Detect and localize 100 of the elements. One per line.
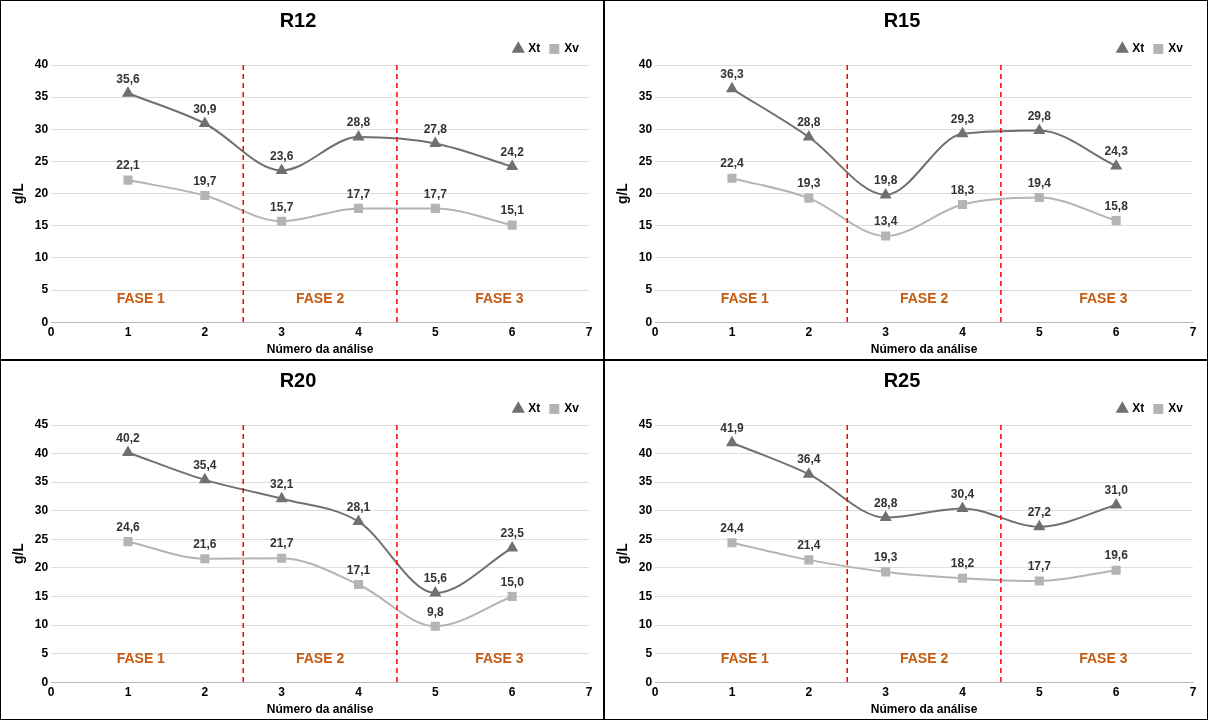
- x-tick-label: 7: [585, 684, 593, 699]
- data-label: 19,7: [193, 173, 217, 188]
- x-tick-label: 4: [355, 324, 363, 339]
- point: [1034, 192, 1044, 202]
- point: [804, 555, 814, 565]
- y-axis-title: g/L: [614, 182, 631, 205]
- data-label: 15,8: [1104, 198, 1129, 213]
- data-label: 18,2: [950, 556, 975, 571]
- data-label: 29,3: [950, 112, 975, 127]
- legend-label: Xv: [1168, 401, 1184, 416]
- data-label: 35,4: [193, 458, 217, 473]
- x-tick-label: 4: [959, 684, 967, 699]
- data-label: 24,3: [1104, 144, 1129, 159]
- data-label: 28,8: [346, 115, 371, 130]
- y-tick-label: 20: [34, 185, 49, 200]
- y-tick-label: 25: [34, 153, 49, 168]
- data-label: 32,1: [269, 477, 294, 492]
- data-label: 35,6: [116, 71, 140, 86]
- x-tick-label: 2: [201, 684, 209, 699]
- data-label: 30,4: [950, 486, 975, 501]
- y-axis-title: g/L: [614, 542, 631, 565]
- x-tick-label: 1: [124, 324, 132, 339]
- point: [507, 220, 517, 230]
- x-tick-label: 3: [278, 684, 286, 699]
- point: [199, 117, 211, 128]
- y-tick-label: 0: [41, 674, 49, 689]
- point: [1034, 124, 1045, 135]
- data-label: 21,4: [797, 538, 821, 553]
- annotation: FASE 3: [475, 649, 524, 666]
- legend-label: Xv: [1168, 41, 1184, 56]
- annotation: FASE 3: [1079, 649, 1128, 666]
- point: [353, 203, 364, 213]
- y-tick-label: 25: [34, 531, 49, 546]
- x-tick-label: 5: [431, 324, 439, 339]
- y-tick-label: 10: [638, 250, 653, 265]
- point: [276, 164, 287, 174]
- data-label: 24,4: [720, 521, 744, 536]
- data-label: 22,1: [116, 158, 140, 173]
- data-label: 18,3: [950, 182, 975, 197]
- y-tick-label: 0: [41, 314, 49, 329]
- data-label: 15,0: [500, 574, 525, 589]
- x-tick-label: 5: [1035, 324, 1043, 339]
- legend-label: Xt: [1132, 41, 1145, 56]
- x-tick-label: 3: [882, 324, 890, 339]
- point: [430, 137, 441, 147]
- legend-label: Xt: [528, 41, 541, 56]
- data-label: 15,1: [500, 203, 525, 218]
- data-label: 28,1: [346, 499, 371, 514]
- point: [200, 190, 210, 201]
- point: [353, 515, 364, 526]
- y-tick-label: 45: [638, 417, 653, 432]
- point: [199, 473, 211, 484]
- data-label: 19,6: [1104, 548, 1129, 563]
- point: [430, 203, 440, 213]
- data-label: 15,6: [423, 571, 448, 586]
- annotation: FASE 3: [1079, 289, 1128, 306]
- point: [1110, 499, 1122, 509]
- point: [1110, 159, 1122, 170]
- data-label: 17,7: [423, 186, 448, 201]
- data-label: 9,8: [426, 604, 444, 619]
- x-tick-label: 3: [882, 684, 890, 699]
- data-label: 41,9: [720, 421, 744, 436]
- y-tick-label: 40: [638, 445, 653, 460]
- y-tick-label: 30: [34, 503, 49, 518]
- data-label: 36,4: [797, 452, 821, 467]
- annotation: FASE 1: [116, 649, 166, 666]
- y-tick-label: 35: [34, 474, 49, 489]
- x-tick-label: 2: [805, 684, 813, 699]
- legend-label: Xt: [1132, 401, 1145, 416]
- data-label: 29,8: [1027, 108, 1052, 123]
- point: [123, 537, 133, 547]
- y-tick-label: 40: [34, 57, 49, 72]
- data-label: 19,8: [873, 173, 898, 188]
- data-label: 24,6: [116, 519, 140, 534]
- y-tick-label: 15: [34, 588, 49, 603]
- data-label: 22,4: [720, 156, 744, 171]
- point: [123, 175, 133, 185]
- x-tick-label: 7: [585, 324, 593, 339]
- point: [122, 87, 134, 97]
- point: [880, 188, 891, 199]
- x-axis-title: Número da análise: [266, 342, 374, 357]
- point: [957, 502, 968, 512]
- annotation: FASE 2: [899, 649, 949, 666]
- y-tick-label: 5: [645, 645, 653, 660]
- point: [726, 436, 738, 447]
- data-label: 17,7: [1027, 559, 1052, 574]
- point: [353, 131, 364, 141]
- y-tick-label: 40: [638, 57, 653, 72]
- chart-title: R20: [279, 368, 317, 391]
- point: [957, 200, 968, 210]
- y-tick-label: 15: [638, 218, 653, 233]
- legend-label: Xv: [564, 401, 580, 416]
- data-label: 36,3: [720, 67, 744, 82]
- point: [277, 553, 287, 563]
- data-label: 23,5: [500, 526, 525, 541]
- annotation: FASE 2: [295, 649, 345, 666]
- point: [957, 573, 968, 583]
- y-tick-label: 20: [34, 560, 49, 575]
- point: [277, 216, 287, 226]
- point: [957, 127, 968, 138]
